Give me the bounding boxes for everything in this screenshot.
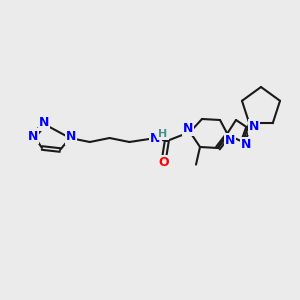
Text: N: N [249, 121, 259, 134]
Text: O: O [158, 156, 169, 169]
Text: N: N [225, 134, 235, 148]
Text: N: N [66, 130, 76, 143]
Text: N: N [28, 130, 38, 142]
Text: N: N [183, 122, 193, 134]
Text: N: N [150, 133, 161, 146]
Text: N: N [241, 139, 251, 152]
Text: N: N [39, 116, 49, 130]
Text: H: H [158, 129, 167, 139]
